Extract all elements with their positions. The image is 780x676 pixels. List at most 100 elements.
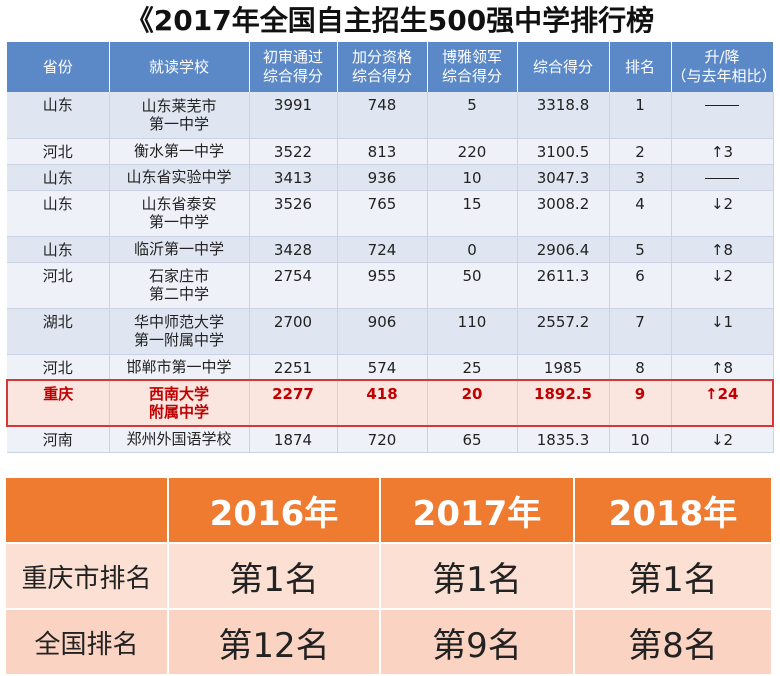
rank-value: 第1名 — [168, 542, 381, 609]
corner-cell — [6, 478, 169, 543]
cell-total: 1892.5 — [517, 379, 610, 427]
header-cell: 省份 — [7, 42, 110, 92]
cell-first: 2754 — [249, 262, 338, 309]
cell-school: 衡水第一中学 — [109, 138, 250, 165]
cell-bonus: 418 — [337, 379, 428, 427]
cell-school: 郑州外国语学校 — [109, 426, 250, 453]
cell-total: 3100.5 — [517, 138, 610, 165]
cell-change: ↓2 — [671, 190, 774, 237]
cell-change: ↑24 — [671, 379, 774, 427]
table-row: 山东 临沂第一中学 3428 724 0 2906.4 5 ↑8 — [7, 236, 774, 263]
table-row: 河南 郑州外国语学校 1874 720 65 1835.3 10 ↓2 — [7, 426, 774, 453]
cell-first: 2251 — [249, 354, 338, 381]
cell-rank: 9 — [609, 379, 672, 427]
cell-total: 2906.4 — [517, 236, 610, 263]
cell-rank: 7 — [609, 308, 672, 355]
cell-province: 山东 — [7, 164, 110, 191]
table-row: 山东 山东省泰安 第一中学 3526 765 15 3008.2 4 ↓2 — [7, 190, 774, 237]
cell-province: 重庆 — [6, 379, 110, 427]
cell-school: 华中师范大学 第一附属中学 — [109, 308, 250, 355]
ranking-header-row: 省份 就读学校 初审通过 综合得分 加分资格 综合得分 博雅领军 综合得分 综合得分 排名 升/降（… — [7, 42, 777, 92]
table-row: 河北 邯郸市第一中学 2251 574 25 1985 8 ↑8 — [7, 354, 774, 381]
rank-value: 第8名 — [574, 608, 773, 674]
cell-bonus: 936 — [337, 164, 428, 191]
cell-province: 山东 — [7, 190, 110, 237]
cell-province: 湖北 — [7, 308, 110, 355]
cell-first: 2700 — [249, 308, 338, 355]
cell-change — [671, 164, 774, 191]
cell-bonus: 724 — [337, 236, 428, 263]
rank-row-label: 全国排名 — [6, 608, 169, 674]
cell-change: ↑8 — [671, 354, 774, 381]
cell-first: 3526 — [249, 190, 338, 237]
cell-school: 石家庄市 第二中学 — [109, 262, 250, 309]
header-cell: 升/降 （与去年相比） — [671, 42, 777, 92]
cell-rank: 3 — [609, 164, 672, 191]
cell-rank: 8 — [609, 354, 672, 381]
cell-rank: 5 — [609, 236, 672, 263]
cell-bonus: 955 — [337, 262, 428, 309]
year-header: 2018年 — [574, 478, 773, 543]
rank-value: 第1名 — [380, 542, 575, 609]
no-change-line — [705, 105, 739, 106]
cell-first: 1874 — [249, 426, 338, 453]
header-cell: 初审通过 综合得分 — [249, 42, 338, 92]
header-cell: 博雅领军 综合得分 — [427, 42, 518, 92]
cell-bonus: 765 — [337, 190, 428, 237]
cell-rank: 1 — [609, 92, 672, 139]
cell-province: 山东 — [7, 236, 110, 263]
cell-rank: 2 — [609, 138, 672, 165]
year-header-row: 2016年 2017年 2018年 — [6, 478, 773, 543]
no-change-line — [705, 177, 739, 179]
cell-bonus: 813 — [337, 138, 428, 165]
table-row: 河北 衡水第一中学 3522 813 220 3100.5 2 ↑3 — [7, 138, 774, 165]
rank-value: 第12名 — [168, 608, 381, 674]
cell-boya: 50 — [427, 262, 518, 309]
cell-rank: 10 — [609, 426, 672, 453]
cell-province: 河北 — [7, 138, 110, 165]
cell-rank: 4 — [609, 190, 672, 237]
cell-bonus: 720 — [337, 426, 428, 453]
rank-row-label: 重庆市排名 — [6, 542, 169, 609]
cell-boya: 10 — [427, 164, 518, 191]
cell-school: 山东省泰安 第一中学 — [109, 190, 250, 237]
cell-bonus: 574 — [337, 354, 428, 381]
rank-row: 全国排名 第12名 第9名 第8名 — [6, 608, 773, 674]
cell-province: 河北 — [7, 354, 110, 381]
rank-row: 重庆市排名 第1名 第1名 第1名 — [6, 542, 773, 609]
cell-bonus: 906 — [337, 308, 428, 355]
header-cell: 排名 — [609, 42, 672, 92]
cell-first: 3522 — [249, 138, 338, 165]
cell-change: ↓1 — [671, 308, 774, 355]
cell-boya: 220 — [427, 138, 518, 165]
cell-change: ↓2 — [671, 426, 774, 453]
table-row: 重庆 西南大学 附属中学 2277 418 20 1892.5 9 ↑24 — [6, 379, 774, 427]
header-cell: 就读学校 — [109, 42, 250, 92]
cell-school: 邯郸市第一中学 — [109, 354, 250, 381]
cell-school: 山东省实验中学 — [109, 164, 250, 191]
year-header: 2017年 — [380, 478, 575, 543]
cell-province: 山东 — [7, 92, 110, 139]
cell-school: 临沂第一中学 — [109, 236, 250, 263]
cell-first: 2277 — [249, 379, 338, 427]
table-row: 河北 石家庄市 第二中学 2754 955 50 2611.3 6 ↓2 — [7, 262, 774, 309]
rank-value: 第1名 — [574, 542, 773, 609]
cell-total: 2611.3 — [517, 262, 610, 309]
table-row: 山东 山东省实验中学 3413 936 10 3047.3 3 — [7, 164, 774, 191]
cell-boya: 25 — [427, 354, 518, 381]
rank-body: 重庆市排名 第1名 第1名 第1名 全国排名 第12名 第9名 第8名 — [6, 542, 773, 674]
cell-boya: 65 — [427, 426, 518, 453]
cell-total: 3008.2 — [517, 190, 610, 237]
cell-first: 3428 — [249, 236, 338, 263]
header-cell: 综合得分 — [517, 42, 610, 92]
cell-rank: 6 — [609, 262, 672, 309]
header-cell: 加分资格 综合得分 — [337, 42, 428, 92]
cell-total: 3318.8 — [517, 92, 610, 139]
cell-boya: 15 — [427, 190, 518, 237]
year-header: 2016年 — [168, 478, 381, 543]
cell-change: ↓2 — [671, 262, 774, 309]
cell-province: 河南 — [7, 426, 110, 453]
cell-province: 河北 — [7, 262, 110, 309]
cell-change: ↑3 — [671, 138, 774, 165]
cell-bonus: 748 — [337, 92, 428, 139]
